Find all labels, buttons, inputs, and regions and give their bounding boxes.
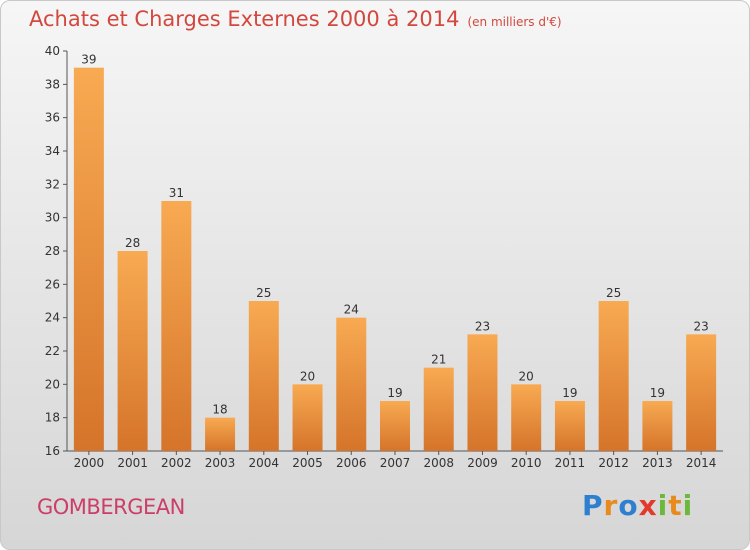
bar-2011 bbox=[554, 401, 585, 451]
bar-2001 bbox=[117, 251, 148, 451]
bar-2008 bbox=[423, 367, 454, 451]
data-label-2000: 39 bbox=[81, 53, 96, 67]
chart-unit: (en milliers d'€) bbox=[467, 15, 562, 29]
bar-2010 bbox=[511, 384, 542, 451]
data-label-2008: 21 bbox=[431, 353, 446, 367]
logo-letter: i bbox=[682, 489, 694, 522]
data-label-2007: 19 bbox=[387, 386, 402, 400]
x-tick-label-2005: 2005 bbox=[292, 456, 323, 470]
y-tick-label: 30 bbox=[45, 211, 60, 225]
y-tick-label: 40 bbox=[45, 44, 60, 58]
x-tick-label-2007: 2007 bbox=[380, 456, 411, 470]
x-tick-label-2010: 2010 bbox=[511, 456, 542, 470]
logo-letter: P bbox=[582, 489, 604, 522]
y-tick-label: 36 bbox=[45, 111, 60, 125]
x-tick-label-2011: 2011 bbox=[555, 456, 586, 470]
chart-title-text: Achats et Charges Externes 2000 à 2014 bbox=[29, 7, 460, 31]
y-tick-label: 20 bbox=[45, 377, 60, 391]
data-label-2001: 28 bbox=[125, 236, 140, 250]
y-tick-label: 22 bbox=[45, 344, 60, 358]
logo-letter: o bbox=[618, 489, 639, 522]
logo-letter: t bbox=[668, 489, 683, 522]
data-label-2012: 25 bbox=[606, 286, 621, 300]
data-label-2005: 20 bbox=[300, 369, 315, 383]
bar-2012 bbox=[598, 301, 629, 451]
data-label-2002: 31 bbox=[169, 186, 184, 200]
x-tick-label-2000: 2000 bbox=[74, 456, 105, 470]
data-label-2004: 25 bbox=[256, 286, 271, 300]
proxiti-logo: Proxiti bbox=[582, 489, 693, 522]
x-tick-label-2008: 2008 bbox=[423, 456, 454, 470]
bar-2007 bbox=[380, 401, 410, 451]
data-label-2010: 20 bbox=[519, 369, 534, 383]
data-label-2013: 19 bbox=[650, 386, 665, 400]
logo-letter: i bbox=[657, 489, 669, 522]
x-tick-label-2001: 2001 bbox=[117, 456, 148, 470]
x-tick-label-2004: 2004 bbox=[249, 456, 280, 470]
x-tick-label-2013: 2013 bbox=[642, 456, 673, 470]
bar-2002 bbox=[161, 201, 192, 451]
chart-title: Achats et Charges Externes 2000 à 2014 (e… bbox=[29, 7, 562, 31]
x-tick-label-2014: 2014 bbox=[686, 456, 717, 470]
bar-2014 bbox=[686, 334, 717, 451]
bar-2006 bbox=[336, 317, 367, 451]
town-name: GOMBERGEAN bbox=[37, 495, 185, 519]
bar-2013 bbox=[642, 401, 673, 451]
bar-2005 bbox=[292, 384, 323, 451]
data-label-2014: 23 bbox=[693, 319, 708, 333]
y-tick-label: 32 bbox=[45, 177, 60, 191]
data-label-2003: 18 bbox=[212, 403, 227, 417]
x-tick-label-2012: 2012 bbox=[598, 456, 629, 470]
bar-2003 bbox=[205, 417, 236, 451]
y-tick-label: 24 bbox=[45, 311, 60, 325]
bar-2000 bbox=[73, 67, 104, 452]
y-tick-label: 34 bbox=[45, 144, 60, 158]
x-tick-label-2003: 2003 bbox=[205, 456, 236, 470]
data-label-2011: 19 bbox=[562, 386, 577, 400]
y-tick-label: 28 bbox=[45, 244, 60, 258]
bar-2009 bbox=[467, 334, 498, 451]
y-tick-label: 16 bbox=[45, 444, 60, 458]
data-label-2009: 23 bbox=[475, 319, 490, 333]
y-tick-label: 26 bbox=[45, 277, 60, 291]
data-label-2006: 24 bbox=[344, 303, 359, 317]
x-tick-label-2002: 2002 bbox=[161, 456, 192, 470]
logo-letter: r bbox=[603, 489, 619, 522]
bar-2004 bbox=[248, 301, 279, 451]
x-tick-label-2006: 2006 bbox=[336, 456, 367, 470]
y-tick-label: 18 bbox=[45, 411, 60, 425]
x-tick-label-2009: 2009 bbox=[467, 456, 498, 470]
y-tick-label: 38 bbox=[45, 77, 60, 91]
logo-letter: x bbox=[638, 489, 658, 522]
